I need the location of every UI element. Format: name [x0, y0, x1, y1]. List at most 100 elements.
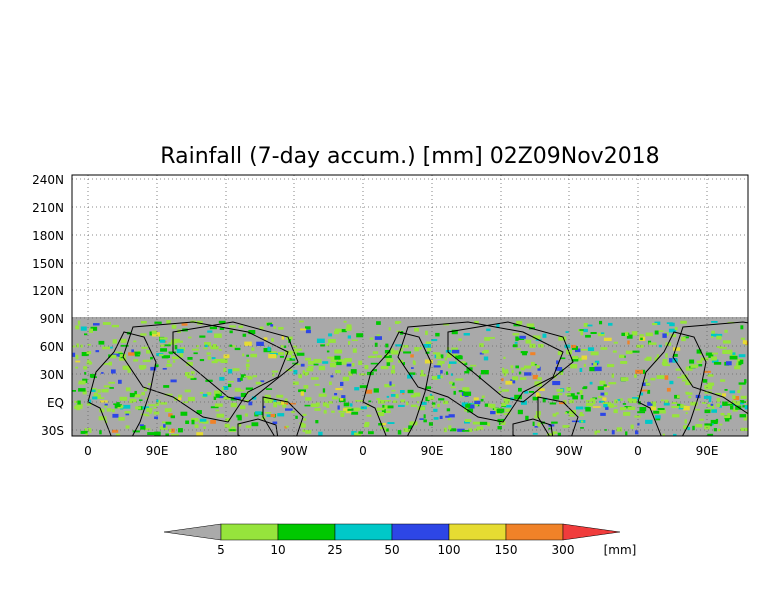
rain-cell: [215, 393, 220, 398]
rain-cell: [472, 403, 478, 407]
rain-cell: [334, 393, 338, 396]
rain-cell: [514, 341, 518, 344]
rain-cell: [565, 331, 569, 333]
rain-cell: [593, 400, 596, 405]
rain-cell: [438, 398, 445, 401]
rain-cell: [89, 430, 92, 433]
rain-cell: [474, 320, 479, 324]
rain-cell: [305, 430, 312, 434]
rain-cell: [740, 325, 744, 330]
rain-cell: [411, 367, 414, 369]
rain-cell: [370, 362, 378, 365]
rain-cell: [512, 344, 518, 348]
rain-cell: [334, 328, 342, 333]
rain-cell: [135, 406, 141, 410]
rain-cell: [622, 403, 627, 405]
rain-cell: [414, 347, 419, 352]
rain-cell: [707, 374, 714, 377]
rain-cell: [674, 327, 678, 331]
rain-cell: [551, 431, 558, 434]
rain-cell: [640, 389, 648, 392]
rain-cell: [480, 370, 489, 375]
rain-cell: [234, 347, 241, 351]
rain-cell: [214, 390, 221, 395]
rain-cell: [470, 364, 477, 367]
rain-cell: [534, 426, 539, 428]
rain-cell: [698, 364, 703, 367]
rain-cell: [116, 402, 120, 406]
rain-cell: [154, 321, 162, 324]
rain-cell: [662, 433, 665, 436]
rain-cell: [331, 396, 339, 400]
rain-cell: [162, 368, 167, 370]
rain-cell: [731, 400, 737, 403]
rain-cell: [255, 411, 262, 415]
rain-cell: [334, 349, 343, 354]
rain-cell: [227, 380, 234, 383]
rain-cell: [271, 338, 274, 342]
rain-cell: [534, 381, 542, 385]
rain-cell: [579, 412, 583, 416]
rain-cell: [140, 413, 148, 416]
rain-cell: [89, 373, 96, 378]
rain-cell: [481, 351, 488, 354]
rain-cell: [346, 363, 352, 367]
rain-cell: [461, 402, 469, 407]
rain-cell: [707, 382, 715, 386]
rain-cell: [403, 428, 411, 432]
rain-cell: [341, 361, 347, 365]
rain-cell: [234, 387, 241, 392]
rain-cell: [425, 330, 428, 336]
x-tick-label: 0: [359, 444, 367, 458]
rain-cell: [510, 365, 514, 369]
colorbar-swatch: [391, 523, 450, 541]
rain-cell: [281, 336, 284, 340]
rain-cell: [677, 395, 680, 399]
rain-cell: [264, 412, 272, 414]
rain-cell: [652, 402, 656, 407]
rain-cell: [464, 371, 470, 374]
rain-cell: [463, 391, 472, 396]
rain-cell: [724, 389, 728, 391]
rain-cell: [608, 322, 613, 326]
colorbar: 5 10 25 50 100 150 300 [mm]: [163, 523, 636, 557]
rain-cell: [409, 421, 418, 426]
rain-cell: [260, 380, 265, 383]
rain-cell: [74, 405, 79, 410]
rain-cell: [149, 331, 153, 336]
rain-cell: [171, 428, 175, 433]
rain-cell: [240, 405, 246, 410]
rain-cell: [721, 393, 726, 397]
rain-cell: [80, 344, 83, 348]
rain-cell: [532, 421, 535, 426]
rain-cell: [120, 405, 124, 408]
rain-cell: [662, 358, 668, 363]
rain-cell: [187, 396, 195, 402]
rain-cell: [687, 427, 691, 431]
rain-cell: [185, 420, 190, 424]
rain-cell: [519, 377, 527, 380]
rain-cell: [90, 389, 96, 392]
rain-cell: [538, 388, 545, 391]
rain-cell: [90, 326, 98, 331]
rain-cell: [88, 399, 92, 404]
rain-cell: [86, 402, 92, 406]
rain-cell: [479, 421, 488, 425]
rain-cell: [497, 418, 504, 423]
rain-cell: [603, 404, 608, 408]
rain-cell: [487, 422, 491, 427]
rain-cell: [427, 395, 435, 400]
rain-cell: [351, 363, 355, 367]
rain-cell: [353, 407, 360, 412]
rain-cell: [571, 344, 576, 348]
coastline: [362, 331, 432, 436]
rain-cell: [603, 402, 611, 405]
rain-cell: [148, 383, 151, 386]
rain-cell: [216, 413, 225, 418]
rain-cell: [425, 386, 431, 389]
rain-cell: [400, 390, 405, 394]
rain-cell: [344, 407, 352, 409]
rain-cell: [384, 384, 391, 388]
rain-cell: [228, 369, 233, 374]
x-tick-label: 90E: [421, 444, 444, 458]
